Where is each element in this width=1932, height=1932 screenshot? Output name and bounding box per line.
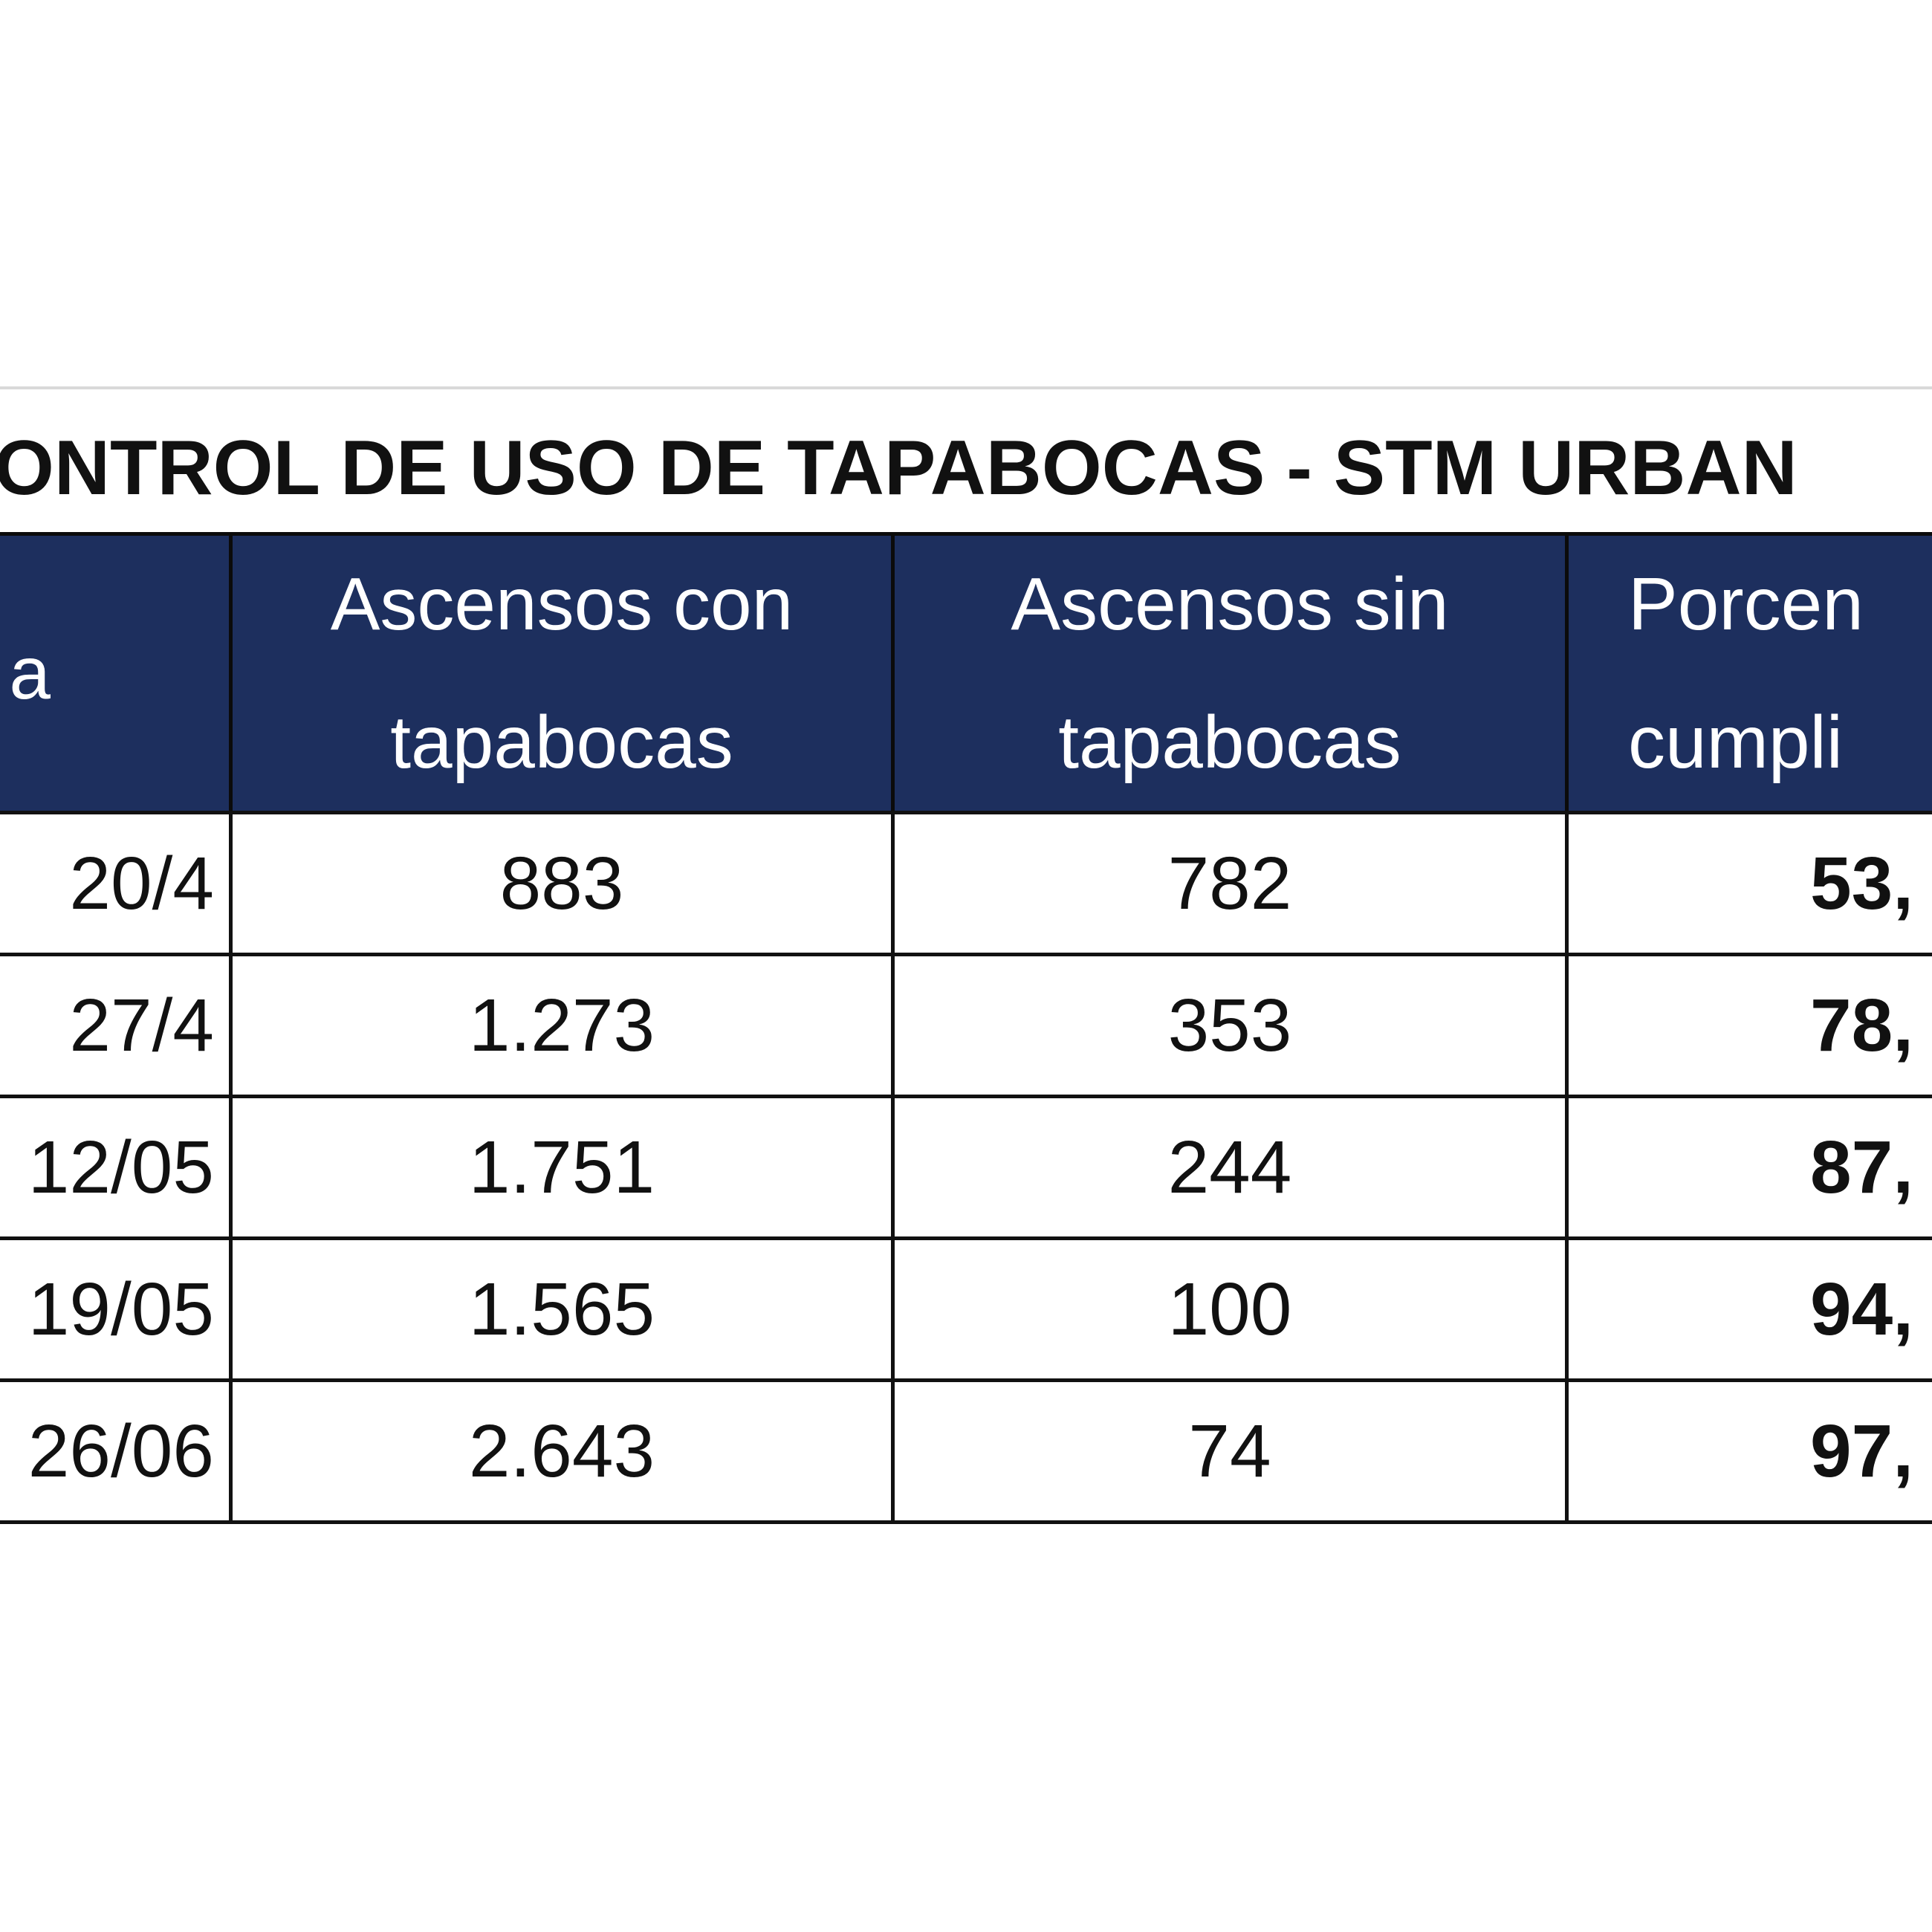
data-cell: 1.751 [229,1095,895,1240]
header-cell: Ascensos sin tapabocas [891,532,1569,814]
data-cell: 97, [1565,1378,1932,1524]
data-cell: 12/05 [0,1095,233,1240]
data-cell: 87, [1565,1095,1932,1240]
header-cell: a [0,532,233,814]
data-cell: 27/4 [0,953,233,1098]
data-cell: 782 [891,811,1569,956]
data-cell: 1.273 [229,953,895,1098]
table-title: ONTROL DE USO DE TAPABOCAS - STM URBAN [0,425,1798,511]
data-cell: 94, [1565,1236,1932,1382]
data-cell: 883 [229,811,895,956]
data-cell: 2.643 [229,1378,895,1524]
data-cell: 20/4 [0,811,233,956]
data-cell: 1.565 [229,1236,895,1382]
data-cell: 78, [1565,953,1932,1098]
data-cell: 26/06 [0,1378,233,1524]
data-cell: 19/05 [0,1236,233,1382]
data-cell: 53, [1565,811,1932,956]
data-cell: 244 [891,1095,1569,1240]
data-cell: 353 [891,953,1569,1098]
top-rule [0,386,1932,389]
data-cell: 74 [891,1378,1569,1524]
header-cell: Porcen cumpli [1565,532,1932,814]
header-cell: Ascensos con tapabocas [229,532,895,814]
data-cell: 100 [891,1236,1569,1382]
